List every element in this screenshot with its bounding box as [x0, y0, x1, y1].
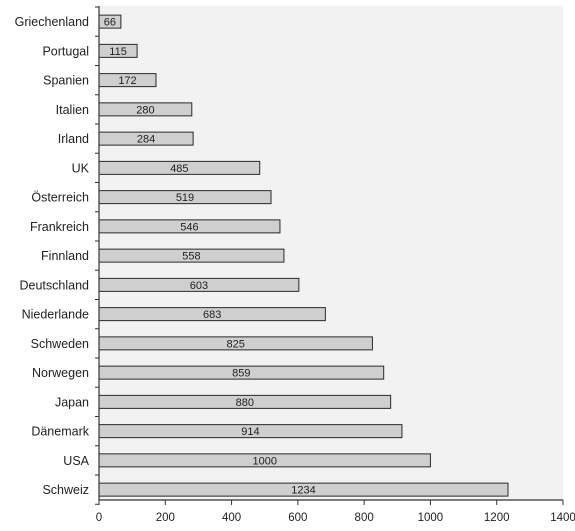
axes-layer	[95, 6, 564, 505]
bar-value-label: 284	[137, 134, 155, 146]
x-tick-label: 1000	[418, 512, 444, 524]
category-label: Japan	[55, 395, 89, 409]
category-label: Schweden	[31, 337, 89, 351]
category-label: Österreich	[31, 191, 89, 205]
category-label: Italien	[56, 103, 89, 117]
bar-value-label: 1234	[291, 485, 315, 497]
bar-value-label: 859	[232, 368, 250, 380]
labels-layer: 66 Griechenland 115 Portugal 172 Spanien 280 It…	[15, 15, 575, 524]
category-label: UK	[72, 161, 90, 175]
x-tick-label: 600	[288, 512, 307, 524]
bar-value-label: 825	[227, 338, 245, 350]
bar-value-label: 914	[241, 426, 259, 438]
category-label: Norwegen	[32, 366, 89, 380]
x-tick-label: 0	[96, 512, 102, 524]
category-label: Portugal	[42, 44, 89, 58]
bar-value-label: 280	[136, 104, 154, 116]
bar-value-label: 603	[190, 280, 208, 292]
category-label: Griechenland	[15, 15, 89, 29]
category-label: Dänemark	[31, 425, 89, 439]
bar-value-label: 880	[236, 397, 254, 409]
bar-value-label: 485	[170, 163, 188, 175]
bar-value-label: 683	[203, 309, 221, 321]
bar-value-label: 172	[118, 75, 136, 87]
x-tick-label: 800	[355, 512, 374, 524]
x-tick-label: 400	[222, 512, 241, 524]
bar-value-label: 546	[180, 221, 198, 233]
category-label: Niederlande	[22, 308, 89, 322]
category-label: USA	[63, 454, 89, 468]
bar-value-label: 558	[182, 251, 200, 263]
x-tick-label: 1400	[550, 512, 575, 524]
category-label: Spanien	[43, 74, 89, 88]
bar-value-label: 66	[104, 17, 116, 29]
x-tick-label: 200	[156, 512, 175, 524]
bar-value-label: 1000	[252, 455, 276, 467]
bar-value-label: 115	[109, 46, 127, 58]
category-label: Irland	[58, 132, 89, 146]
category-label: Finnland	[41, 249, 89, 263]
category-label: Frankreich	[30, 220, 89, 234]
bar-value-label: 519	[176, 192, 194, 204]
category-label: Deutschland	[20, 278, 90, 292]
category-label: Schweiz	[42, 483, 89, 497]
x-tick-label: 1200	[484, 512, 510, 524]
